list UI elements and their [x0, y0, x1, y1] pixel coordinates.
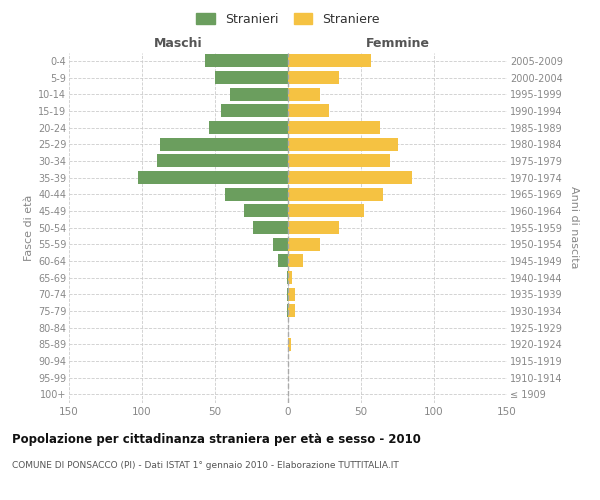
Bar — [209, 121, 288, 134]
Bar — [288, 238, 320, 250]
Bar — [288, 288, 295, 300]
Bar — [274, 238, 288, 250]
Bar — [288, 338, 291, 350]
Text: Popolazione per cittadinanza straniera per età e sesso - 2010: Popolazione per cittadinanza straniera p… — [12, 432, 421, 446]
Bar — [288, 138, 398, 150]
Bar — [160, 138, 288, 150]
Text: Maschi: Maschi — [154, 37, 203, 50]
Bar — [288, 188, 383, 200]
Bar — [288, 154, 390, 168]
Bar — [287, 304, 288, 318]
Y-axis label: Fasce di età: Fasce di età — [23, 194, 34, 260]
Bar — [288, 304, 295, 318]
Bar — [244, 204, 288, 218]
Bar — [157, 154, 288, 168]
Bar — [288, 221, 339, 234]
Bar — [215, 71, 288, 84]
Bar — [288, 204, 364, 218]
Bar — [225, 188, 288, 200]
Bar — [288, 104, 329, 118]
Bar — [287, 288, 288, 300]
Bar — [288, 171, 412, 184]
Bar — [137, 171, 288, 184]
Bar — [287, 271, 288, 284]
Bar — [288, 54, 371, 68]
Bar — [288, 121, 380, 134]
Text: COMUNE DI PONSACCO (PI) - Dati ISTAT 1° gennaio 2010 - Elaborazione TUTTITALIA.I: COMUNE DI PONSACCO (PI) - Dati ISTAT 1° … — [12, 461, 399, 470]
Legend: Stranieri, Straniere: Stranieri, Straniere — [191, 8, 385, 31]
Bar — [288, 88, 320, 101]
Y-axis label: Anni di nascita: Anni di nascita — [569, 186, 580, 269]
Bar — [278, 254, 288, 268]
Bar — [230, 88, 288, 101]
Text: Femmine: Femmine — [365, 37, 430, 50]
Bar — [221, 104, 288, 118]
Bar — [288, 71, 339, 84]
Bar — [253, 221, 288, 234]
Bar — [205, 54, 288, 68]
Bar — [288, 271, 292, 284]
Bar — [288, 254, 302, 268]
